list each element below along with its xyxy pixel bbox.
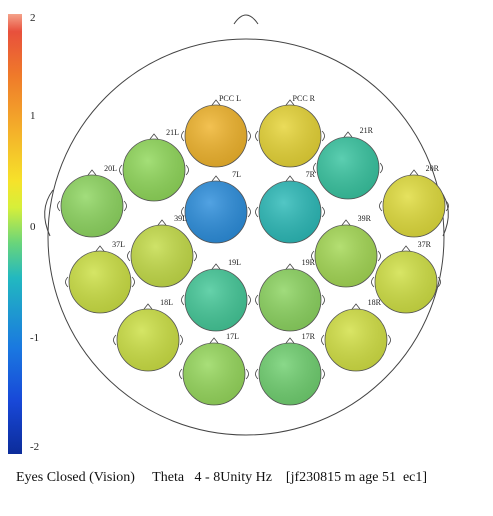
site-label: 18L bbox=[160, 298, 173, 307]
scale-tick-0: 0 bbox=[30, 221, 36, 233]
site-pcc-r: PCC R bbox=[255, 94, 325, 168]
caption: Eyes Closed (Vision) Theta 4 - 8Unity Hz… bbox=[16, 470, 428, 485]
scale-tick-min: -2 bbox=[30, 441, 40, 453]
site-label: 17R bbox=[302, 332, 316, 341]
site-19r: 19R bbox=[255, 258, 325, 332]
site-label: PCC L bbox=[219, 94, 241, 103]
site-label: 19R bbox=[302, 258, 316, 267]
site-7l: 7L bbox=[181, 170, 251, 244]
site-label: PCC R bbox=[293, 94, 316, 103]
site-label: 39R bbox=[358, 214, 372, 223]
site-37l: 37L bbox=[65, 240, 135, 314]
scale-tick-1: 1 bbox=[30, 110, 36, 122]
color-scale-bar bbox=[8, 14, 22, 454]
site-20r: 20R bbox=[379, 164, 449, 238]
nose bbox=[233, 14, 259, 25]
site-21r: 21R bbox=[313, 126, 383, 200]
site-19l: 19L bbox=[181, 258, 251, 332]
site-label: 37R bbox=[418, 240, 432, 249]
site-label: 21R bbox=[360, 126, 374, 135]
site-label: 7L bbox=[232, 170, 241, 179]
site-label: 18R bbox=[368, 298, 382, 307]
site-17l: 17L bbox=[179, 332, 249, 406]
site-label: 21L bbox=[166, 128, 179, 137]
site-20l: 20L bbox=[57, 164, 127, 238]
site-pcc-l: PCC L bbox=[181, 94, 251, 168]
site-21l: 21L bbox=[119, 128, 189, 202]
site-39r: 39R bbox=[311, 214, 381, 288]
site-label: 37L bbox=[112, 240, 125, 249]
head-outline bbox=[47, 38, 445, 436]
site-label: 20R bbox=[426, 164, 440, 173]
scale-tick-max: 2 bbox=[30, 12, 36, 24]
site-7r: 7R bbox=[255, 170, 325, 244]
site-label: 20L bbox=[104, 164, 117, 173]
site-label: 7R bbox=[306, 170, 316, 179]
site-37r: 37R bbox=[371, 240, 441, 314]
site-18l: 18L bbox=[113, 298, 183, 372]
site-17r: 17R bbox=[255, 332, 325, 406]
scale-tick-neg1: -1 bbox=[30, 332, 40, 344]
site-label: 17L bbox=[226, 332, 239, 341]
site-label: 19L bbox=[228, 258, 241, 267]
site-label: 39L bbox=[174, 214, 187, 223]
site-39l: 39L bbox=[127, 214, 197, 288]
site-18r: 18R bbox=[321, 298, 391, 372]
